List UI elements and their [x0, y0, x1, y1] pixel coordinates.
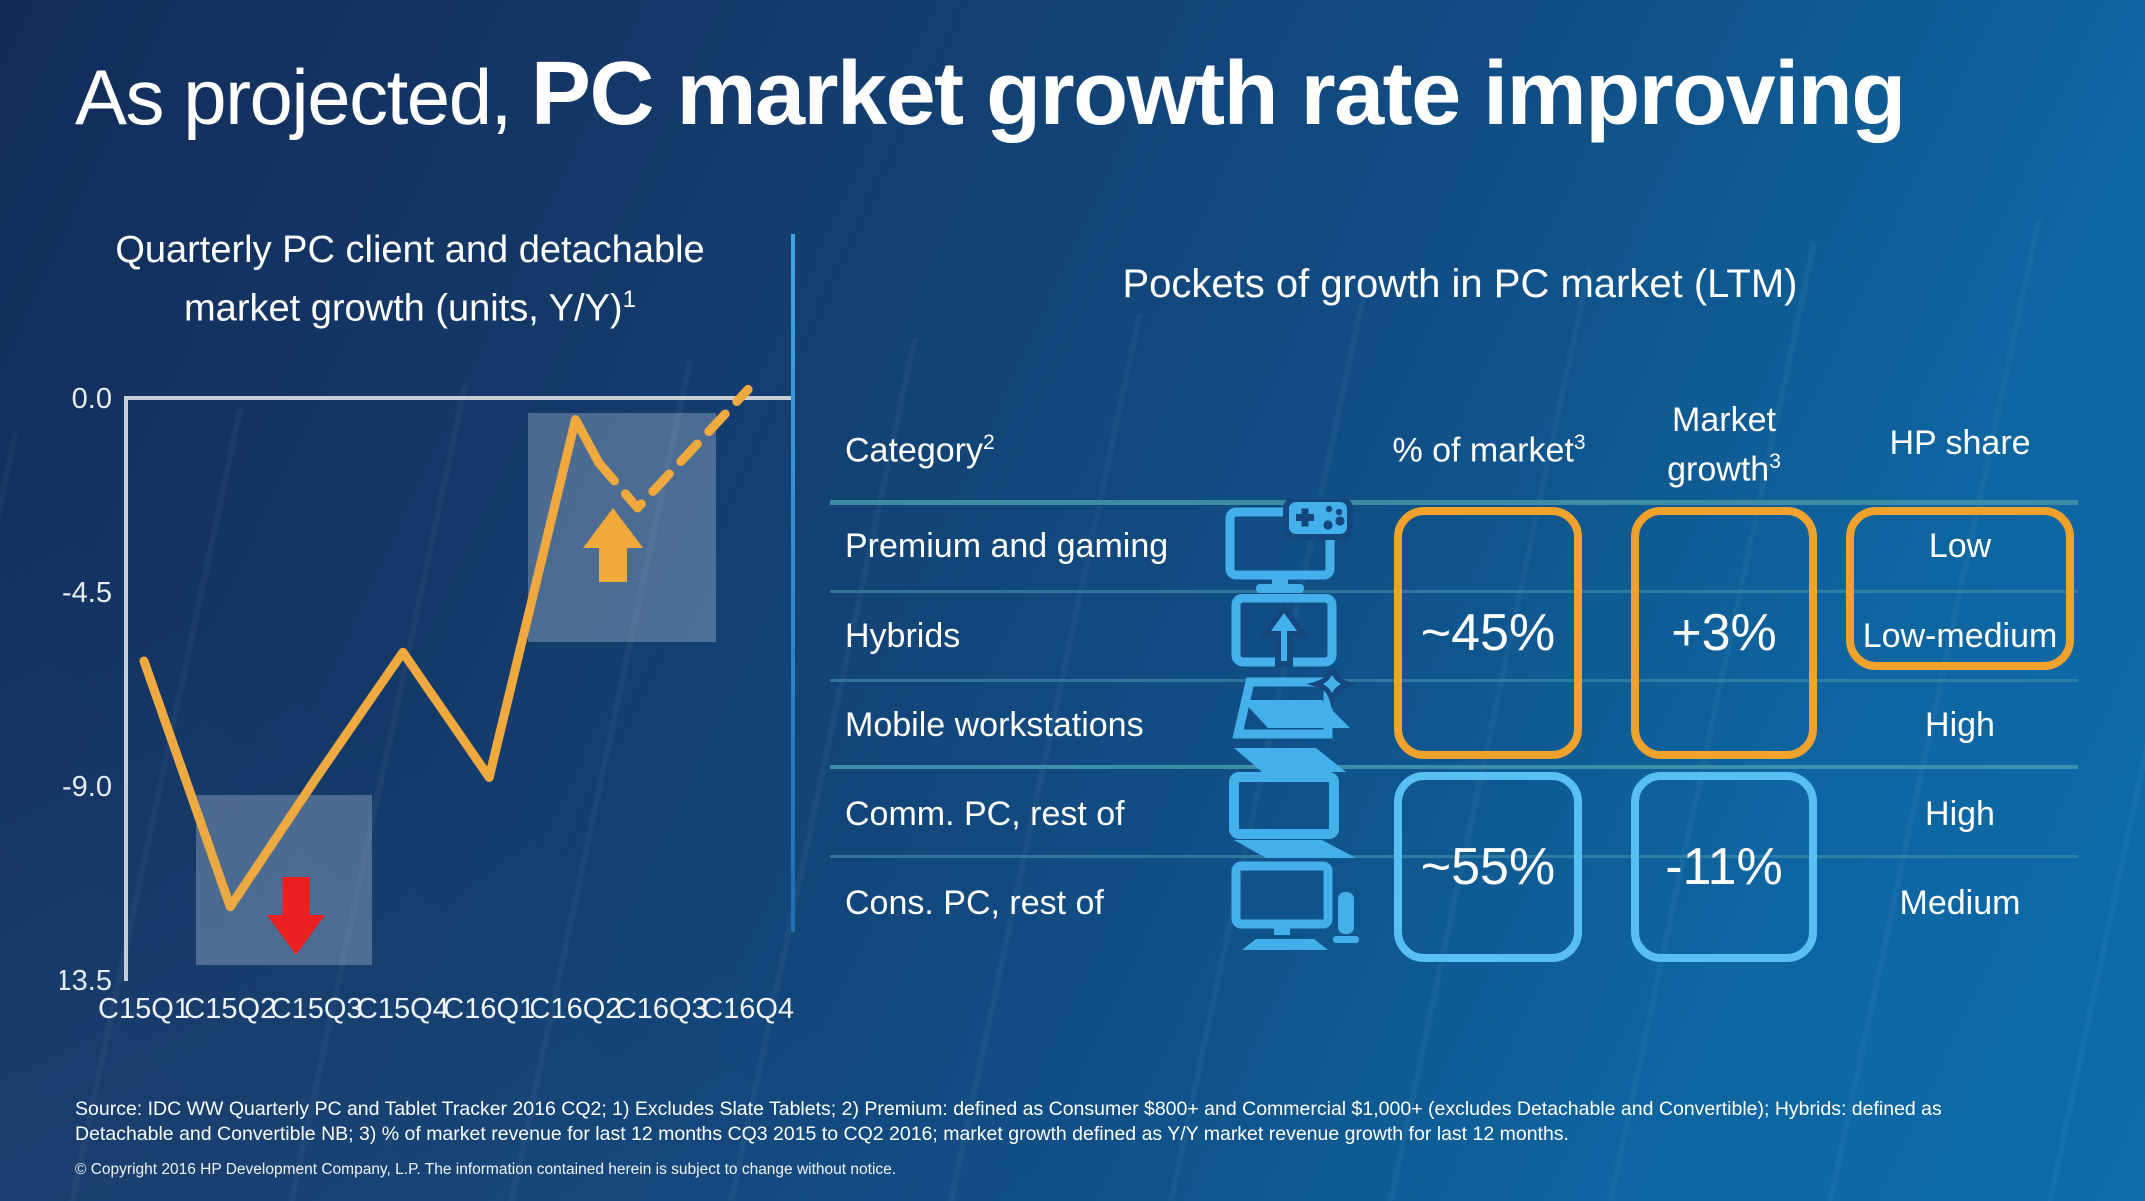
x-axis-tick: C15Q2 [184, 993, 276, 1025]
x-axis-tick: C15Q4 [357, 993, 449, 1025]
row-divider [830, 855, 2078, 858]
up-arrow-icon [583, 508, 643, 582]
column-header-pct-of-market: % of market3 [1392, 431, 1586, 470]
row-divider [830, 590, 2078, 593]
series-projected [594, 384, 753, 513]
decline-group-market-growth: -11% [1631, 772, 1817, 962]
pct-footnote: 3 [1573, 431, 1586, 454]
quarterly-growth-line-chart: 0.0-4.5-9.0-13.5C15Q1C15Q2C15Q3C15Q4C16Q… [60, 383, 795, 1025]
hp-share-mobile-ws: High [1925, 706, 1995, 744]
decline-group-pct-of-market: ~55% [1394, 772, 1582, 962]
row-divider [830, 679, 2078, 682]
x-axis-tick: C16Q4 [702, 993, 794, 1025]
column-header-category: Category2 [845, 431, 995, 470]
hp-share-cons-pc: Medium [1899, 884, 2021, 922]
column-header-market-growth: Market growth3 [1667, 401, 1781, 489]
x-axis-tick: C16Q2 [530, 993, 622, 1025]
growth-group-market-growth: +3% [1631, 507, 1817, 759]
chart-title: Quarterly PC client and detachable marke… [60, 226, 760, 334]
page-title-emphasis: PC market growth rate improving [530, 44, 1906, 144]
hp-share-premium: Low [1928, 527, 1992, 565]
chart-series-group [139, 384, 753, 912]
column-header-hp-share: HP share [1889, 424, 2031, 462]
series-actual [139, 415, 604, 912]
category-footnote: 2 [982, 431, 995, 454]
chart-title-footnote: 1 [622, 286, 636, 313]
laptop-sparkle-icon [1232, 668, 1358, 772]
chart-title-line2: market growth (units, Y/Y)1 [184, 286, 636, 330]
y-axis-tick: -4.5 [62, 577, 112, 609]
row-label-comm-pc: Comm. PC, rest of [845, 795, 1125, 833]
table-header-rule [830, 500, 2078, 505]
desktop-tower-icon [1231, 861, 1359, 950]
growth-group-pct-of-market: ~45% [1394, 507, 1582, 759]
section-divider [791, 234, 795, 932]
laptop-icon [1229, 772, 1356, 858]
detachable-tablet-icon [1231, 594, 1350, 728]
copyright-notice: © Copyright 2016 HP Development Company,… [75, 1161, 897, 1178]
monitor-gamepad-icon [1225, 498, 1353, 593]
y-axis-tick: -13.5 [60, 965, 112, 997]
y-axis-tick: 0.0 [72, 383, 112, 415]
x-axis-tick: C16Q3 [616, 993, 708, 1025]
group-divider [830, 765, 2078, 769]
hp-share-comm-pc: High [1925, 795, 1995, 833]
growth-group-hp-share-highlight [1846, 507, 2074, 670]
row-label-mobile-workstations: Mobile workstations [845, 706, 1144, 744]
chart-axis [124, 396, 795, 981]
y-axis-tick: -9.0 [62, 771, 112, 803]
page-title-prefix: As projected, [75, 53, 531, 141]
page-title: As projected, PC market growth rate impr… [75, 38, 1906, 176]
hp-share-hybrids: Low-medium [1862, 617, 2058, 655]
row-label-premium-gaming: Premium and gaming [845, 527, 1169, 565]
x-axis-tick: C15Q1 [98, 993, 190, 1025]
x-axis-tick: C15Q3 [271, 993, 363, 1025]
x-axis-tick: C16Q1 [443, 993, 535, 1025]
table-title: Pockets of growth in PC market (LTM) [1122, 262, 1798, 306]
row-label-hybrids: Hybrids [845, 617, 961, 655]
down-arrow-icon [267, 877, 325, 955]
growth-footnote: 3 [1769, 450, 1781, 473]
source-footnote: Source: IDC WW Quarterly PC and Tablet T… [75, 1098, 1942, 1145]
row-label-cons-pc: Cons. PC, rest of [845, 884, 1104, 922]
chart-title-line1: Quarterly PC client and detachable [115, 229, 705, 271]
